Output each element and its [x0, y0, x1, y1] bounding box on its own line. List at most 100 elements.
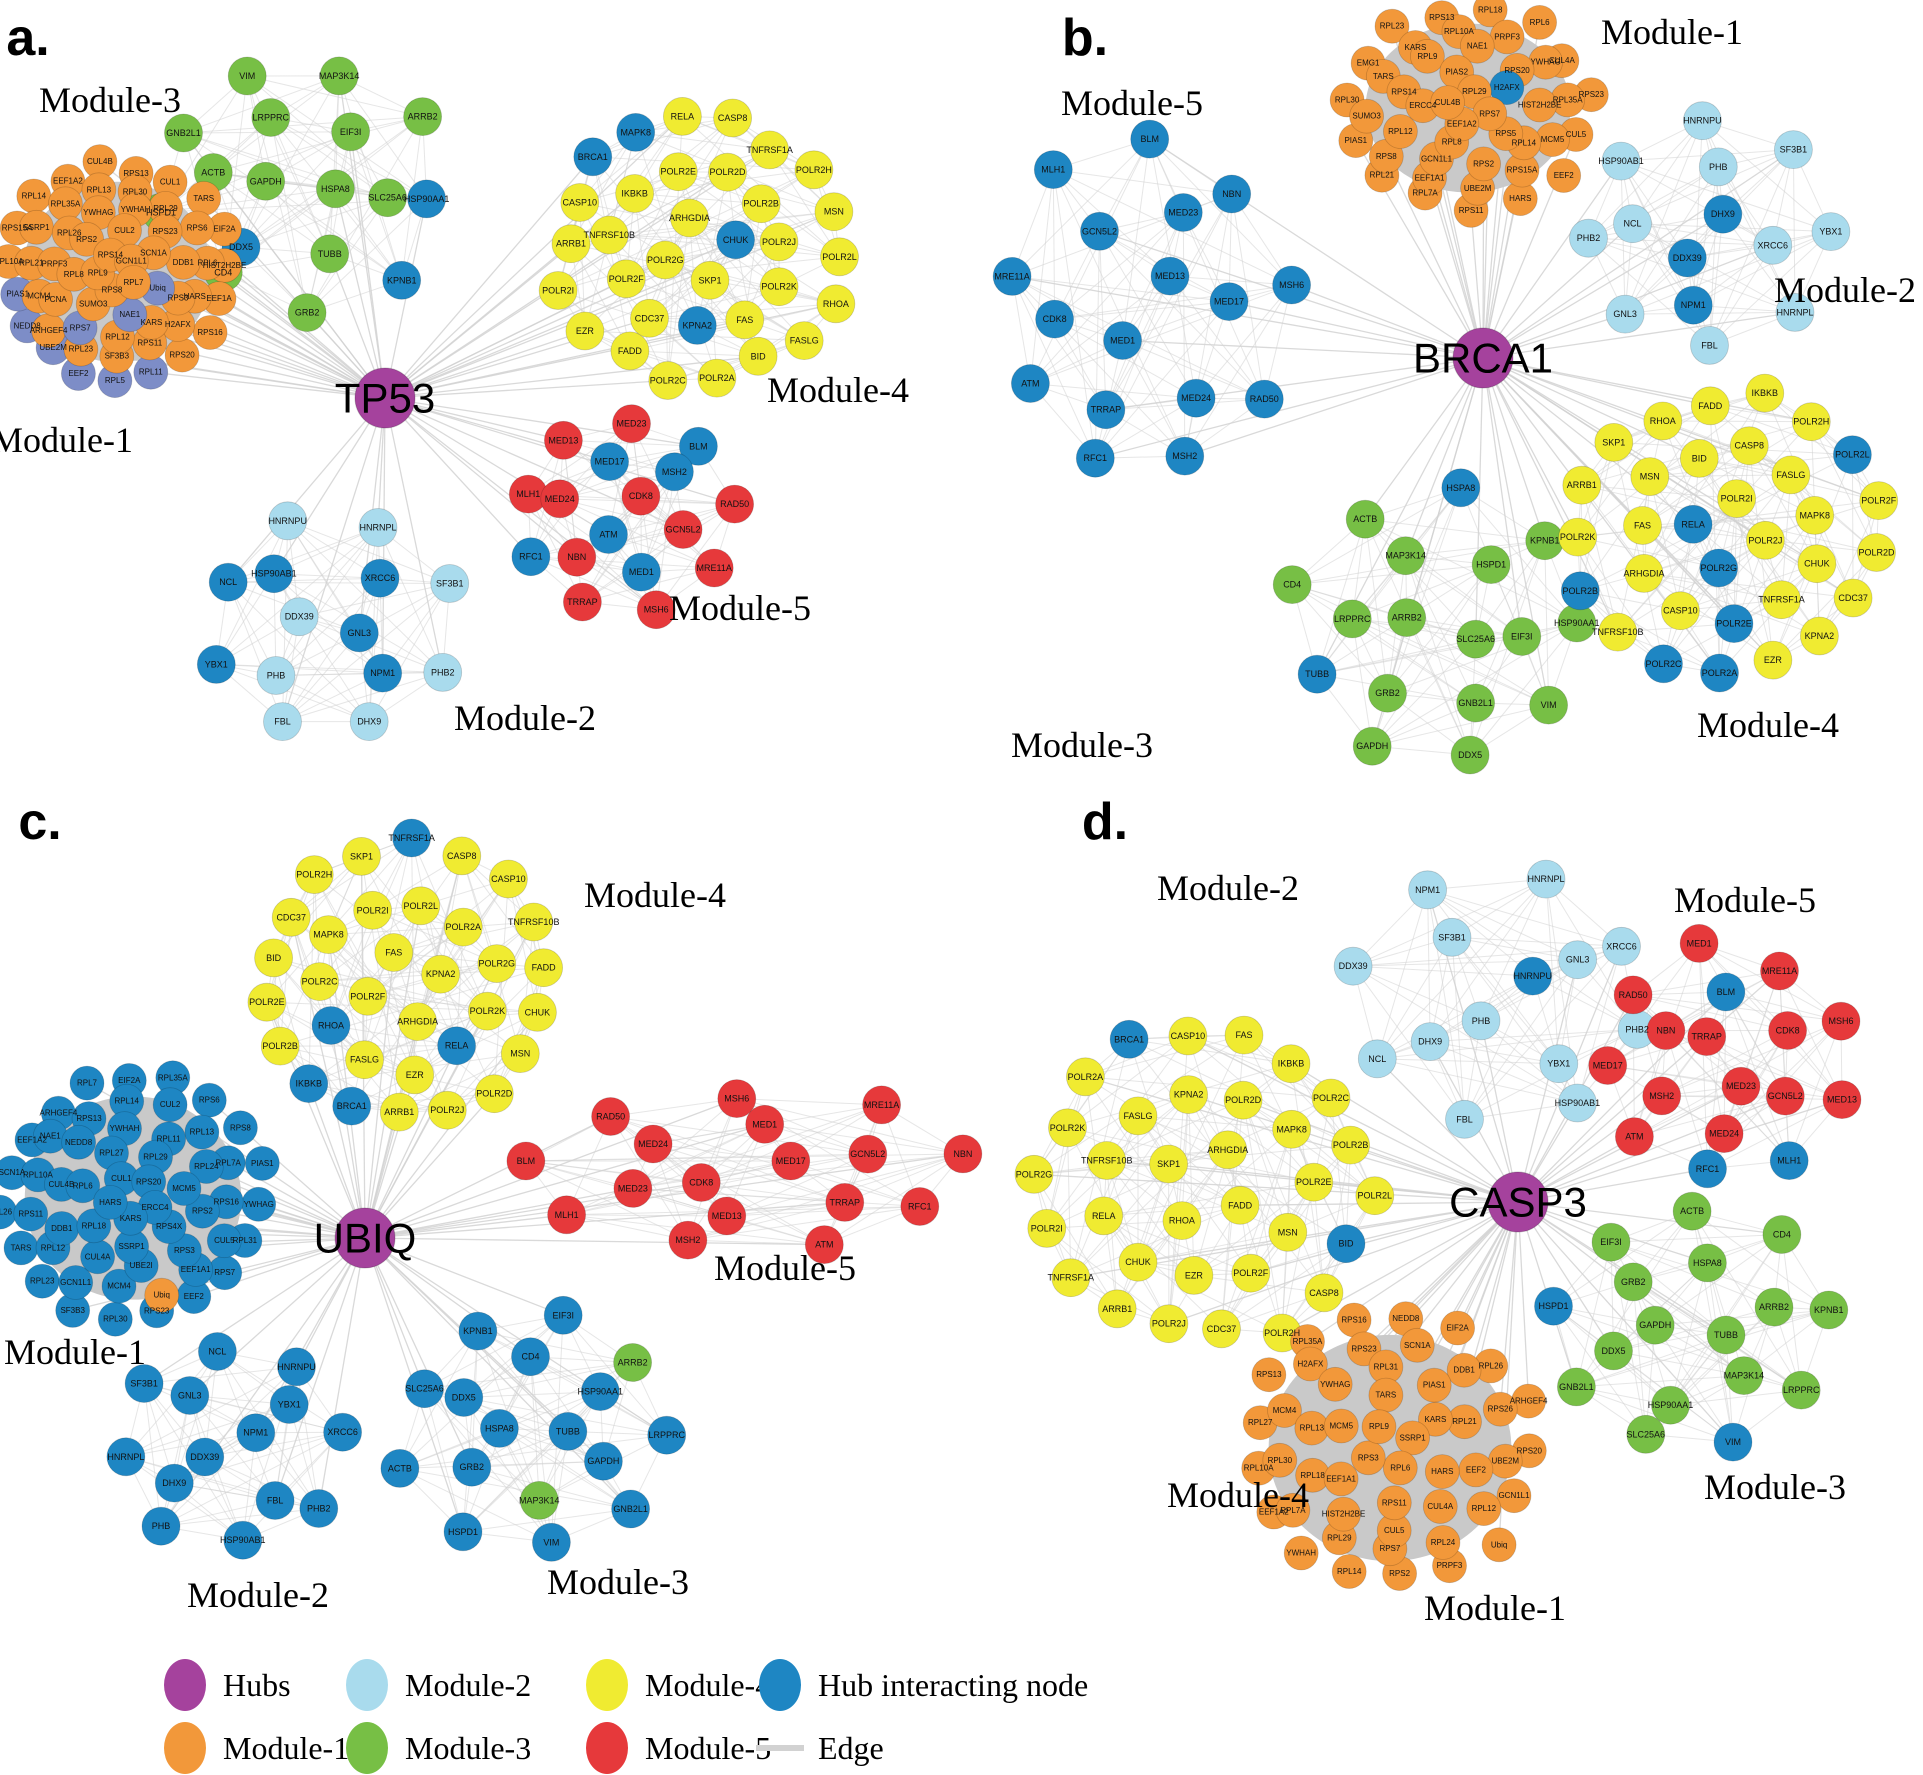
node-HSP90AB1[interactable] [254, 554, 294, 594]
node-MSH6[interactable] [1821, 1001, 1861, 1041]
node-SF3B1[interactable] [1432, 917, 1472, 957]
node-EEF2[interactable] [1546, 158, 1582, 193]
node-POLR2D[interactable] [1857, 533, 1896, 572]
node-NCL[interactable] [197, 1332, 237, 1371]
node-SSRP1[interactable] [19, 209, 54, 245]
node-MCM5[interactable] [166, 1171, 202, 1206]
node-CHUK[interactable] [1118, 1242, 1158, 1282]
node-RPS16[interactable] [192, 315, 228, 350]
node-ARRB1[interactable] [379, 1092, 419, 1132]
node-RPL18[interactable] [1472, 0, 1508, 28]
node-IKBKB[interactable] [1745, 373, 1785, 413]
node-MAP3K14[interactable] [1724, 1356, 1764, 1395]
node-RPL13[interactable] [184, 1114, 220, 1150]
node-BID[interactable] [1679, 438, 1719, 478]
node-RPS8[interactable] [222, 1110, 258, 1146]
node-POLR2D[interactable] [474, 1074, 514, 1114]
node-Ubiq[interactable] [144, 1277, 180, 1313]
node-HNRNPU[interactable] [1683, 101, 1722, 141]
node-POLR2B[interactable] [1331, 1125, 1370, 1165]
node-SF3B1[interactable] [1774, 130, 1813, 170]
node-TUBB[interactable] [1706, 1315, 1746, 1355]
node-TARS[interactable] [186, 180, 222, 216]
node-TUBB[interactable] [1297, 654, 1337, 694]
node-ATM[interactable] [804, 1225, 844, 1264]
node-MAPK8[interactable] [1272, 1109, 1311, 1149]
node-ARHGDIA[interactable] [670, 198, 709, 238]
node-RAD50[interactable] [715, 484, 754, 524]
node-MAP3K14[interactable] [319, 56, 359, 96]
node-PRPF3[interactable] [1489, 19, 1525, 55]
node-RPS11[interactable] [13, 1196, 49, 1232]
node-LRPPRC[interactable] [647, 1415, 687, 1455]
node-GCN5L2[interactable] [1765, 1076, 1805, 1116]
node-RHOA[interactable] [816, 284, 856, 324]
node-CDK8[interactable] [681, 1163, 721, 1202]
node-RPL9[interactable] [1361, 1409, 1397, 1445]
node-FAS[interactable] [374, 933, 414, 972]
node-PCNA[interactable] [38, 281, 73, 317]
node-EIF3I[interactable] [543, 1295, 583, 1335]
node-DDX39[interactable] [279, 597, 319, 637]
node-SKP1[interactable] [342, 837, 381, 876]
node-CASP10[interactable] [560, 183, 600, 222]
node-RPL23[interactable] [1374, 8, 1410, 44]
node-LRPPRC[interactable] [1781, 1370, 1821, 1410]
node-POLR2A[interactable] [697, 358, 737, 398]
node-RFC1[interactable] [1075, 438, 1115, 478]
node-RPS6[interactable] [179, 210, 215, 246]
node-TARS[interactable] [3, 1230, 39, 1266]
node-SF3B1[interactable] [430, 564, 470, 603]
node-FASLG[interactable] [1118, 1096, 1158, 1136]
node-CDK8[interactable] [1768, 1011, 1807, 1050]
node-CASP8[interactable] [713, 98, 752, 138]
node-MAPK8[interactable] [309, 915, 348, 954]
node-GRB2[interactable] [1368, 673, 1407, 713]
node-MED13[interactable] [1150, 256, 1190, 296]
node-TNFRSF1A[interactable] [1051, 1258, 1091, 1298]
node-RPS20[interactable] [164, 337, 200, 373]
node-MSH6[interactable] [636, 590, 676, 630]
node-HSP90AA1[interactable] [1651, 1385, 1690, 1425]
node-RPL6[interactable] [1522, 4, 1557, 40]
node-MRE11A[interactable] [862, 1085, 901, 1125]
node-POLR2G[interactable] [1699, 548, 1739, 588]
node-SLC25A6[interactable] [1626, 1414, 1666, 1454]
node-GNB2L1[interactable] [611, 1489, 650, 1529]
node-MSN[interactable] [814, 192, 854, 232]
node-RHOA[interactable] [311, 1006, 351, 1045]
node-CUL5[interactable] [206, 1223, 242, 1259]
node-EZR[interactable] [565, 311, 605, 351]
node-XRCC6[interactable] [323, 1412, 363, 1452]
node-TARS[interactable] [1368, 1377, 1404, 1413]
node-POLR2K[interactable] [467, 991, 507, 1031]
node-POLR2I[interactable] [353, 890, 393, 930]
node-XRCC6[interactable] [1753, 225, 1793, 265]
node-MED24[interactable] [1704, 1114, 1744, 1153]
node-EZR[interactable] [1174, 1256, 1214, 1295]
node-YBX1[interactable] [1811, 212, 1851, 252]
node-MRE11A[interactable] [1760, 951, 1799, 991]
node-GAPDH[interactable] [1352, 726, 1392, 766]
node-RPL12[interactable] [1383, 114, 1418, 149]
node-HNRNPU[interactable] [1513, 956, 1553, 996]
node-HARS[interactable] [1424, 1454, 1460, 1489]
node-BRCA1[interactable] [573, 137, 613, 177]
node-POLR2J[interactable] [427, 1090, 467, 1130]
node-GNL3[interactable] [170, 1376, 210, 1415]
node-DHX9[interactable] [1410, 1022, 1450, 1061]
node-PHB2[interactable] [423, 653, 463, 692]
node-RPS11[interactable] [1376, 1485, 1412, 1521]
node-DHX9[interactable] [1703, 194, 1743, 234]
node-HSPD1[interactable] [1471, 545, 1511, 584]
node-FAS[interactable] [1623, 506, 1662, 545]
node-FAS[interactable] [725, 300, 765, 340]
node-BLM[interactable] [1130, 119, 1170, 159]
node-MED13[interactable] [1822, 1080, 1862, 1119]
node-DDB1[interactable] [1446, 1352, 1482, 1388]
node-ACTB[interactable] [1345, 499, 1385, 539]
node-MLH1[interactable] [547, 1195, 586, 1235]
node-CDK8[interactable] [1035, 299, 1074, 339]
node-MAPK8[interactable] [616, 112, 656, 152]
node-BLM[interactable] [1706, 972, 1746, 1012]
